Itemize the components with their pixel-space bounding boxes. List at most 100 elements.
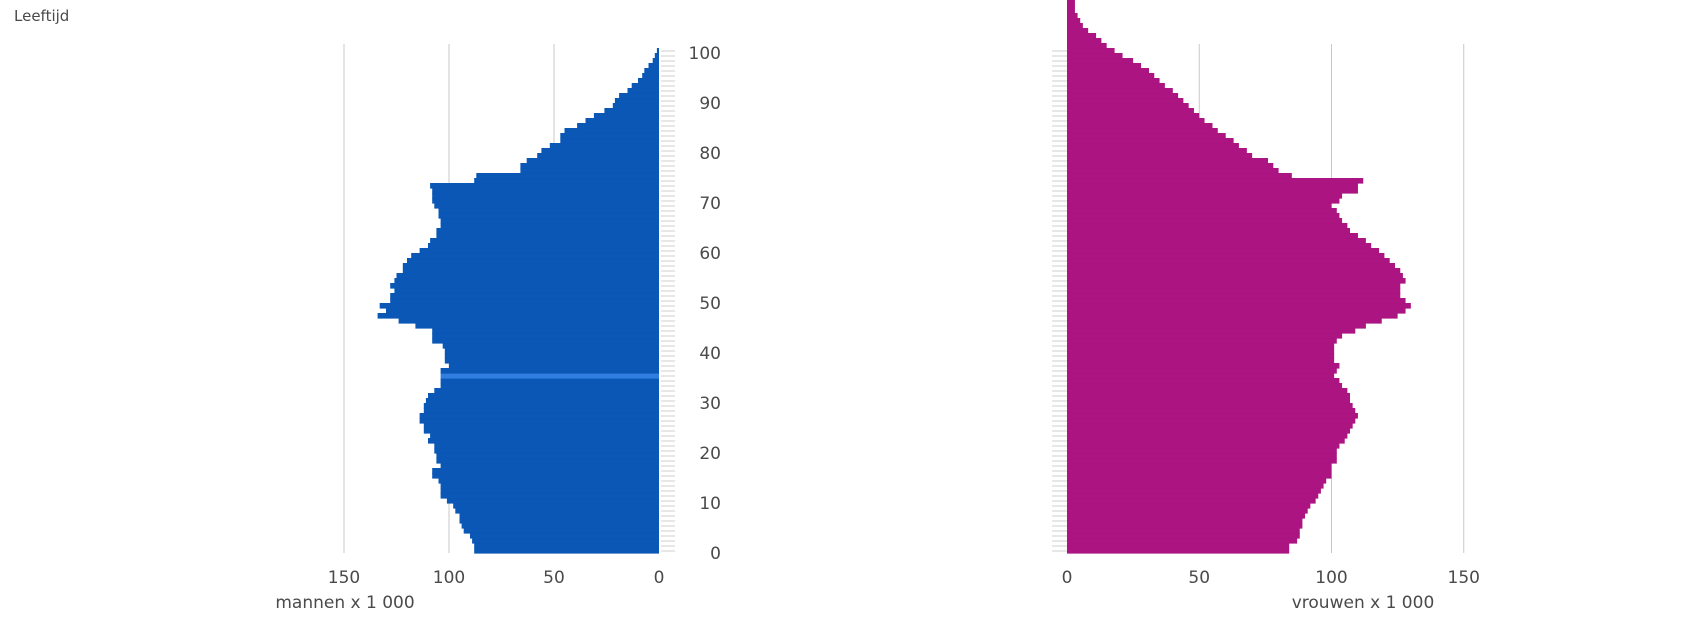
men-bar — [440, 373, 659, 379]
women-bar — [1067, 183, 1358, 189]
men-x-tick-label: 50 — [543, 568, 565, 588]
men-x-tick-label: 150 — [328, 568, 360, 588]
women-bar — [1067, 423, 1353, 429]
women-bar — [1067, 93, 1179, 99]
women-bar — [1067, 83, 1165, 89]
men-bar — [425, 398, 659, 404]
men-bar — [440, 463, 659, 469]
women-bars — [1067, 0, 1411, 554]
women-bar — [1067, 268, 1401, 274]
men-bar — [585, 118, 659, 124]
women-x-tick-label: 150 — [1448, 568, 1480, 588]
men-bar — [648, 63, 659, 69]
men-bar — [411, 253, 659, 259]
women-bar — [1067, 68, 1149, 74]
women-bar — [1067, 148, 1247, 154]
men-bar — [379, 303, 659, 309]
women-bar — [1067, 333, 1343, 339]
women-bar — [1067, 98, 1184, 104]
men-bar — [526, 158, 659, 164]
men-bar — [402, 263, 659, 269]
y-axis-label: Leeftijd — [14, 7, 69, 25]
women-bar — [1067, 118, 1205, 124]
men-bar — [419, 413, 659, 419]
men-bar — [459, 518, 659, 524]
women-bar — [1067, 523, 1303, 529]
men-bar — [470, 533, 659, 539]
men-bar — [438, 478, 659, 484]
women-bar — [1067, 313, 1398, 319]
men-bar — [459, 513, 659, 519]
men-x-axis-label: mannen x 1 000 — [275, 593, 414, 613]
age-tick-label: 70 — [699, 194, 721, 214]
women-bar — [1067, 308, 1406, 314]
women-bar — [1067, 353, 1335, 359]
men-bar — [394, 278, 659, 284]
men-bar — [434, 388, 659, 394]
women-bar — [1067, 358, 1335, 364]
men-bar — [440, 483, 659, 489]
men-bar — [428, 393, 659, 399]
men-bar — [619, 93, 659, 99]
women-bar — [1067, 213, 1340, 219]
women-bar — [1067, 38, 1102, 44]
women-bar — [1067, 303, 1411, 309]
women-bar — [1067, 278, 1406, 284]
women-bar — [1067, 48, 1115, 54]
men-bar — [407, 258, 659, 264]
men-bar — [438, 208, 659, 214]
men-bar — [432, 468, 659, 474]
women-bar — [1067, 73, 1155, 79]
men-bar — [440, 488, 659, 494]
women-bar — [1067, 198, 1340, 204]
women-bar — [1067, 108, 1194, 114]
women-bar — [1067, 403, 1353, 409]
men-bar — [430, 238, 659, 244]
men-x-tick-label: 0 — [654, 568, 665, 588]
women-bar — [1067, 53, 1123, 59]
men-bar — [423, 428, 659, 434]
women-bar — [1067, 258, 1390, 264]
men-bar — [537, 153, 659, 159]
men-bar — [461, 523, 659, 529]
women-bar — [1067, 103, 1189, 109]
women-bar — [1067, 463, 1332, 469]
women-bar — [1067, 58, 1134, 64]
age-tick-label: 0 — [710, 544, 721, 564]
men-bar — [423, 403, 659, 409]
men-bar — [463, 528, 659, 534]
women-bar — [1067, 318, 1382, 324]
women-bar — [1067, 123, 1213, 129]
age-axis: 0 10 20 30 40 50 60 70 80 90 100 — [661, 44, 1067, 564]
women-bar — [1067, 363, 1340, 369]
women-bar — [1067, 528, 1300, 534]
women-bar — [1067, 443, 1340, 449]
women-bar — [1067, 453, 1337, 459]
men-bar — [377, 313, 659, 319]
women-bar — [1067, 243, 1372, 249]
men-bar — [444, 353, 659, 359]
women-bar — [1067, 548, 1290, 554]
women-bar — [1067, 503, 1311, 509]
women-bar — [1067, 23, 1083, 29]
men-bar — [614, 98, 659, 104]
men-bar — [398, 318, 659, 324]
women-bar — [1067, 233, 1358, 239]
women-x-tick-label: 50 — [1188, 568, 1210, 588]
men-bar — [436, 458, 659, 464]
men-bar — [642, 73, 659, 79]
women-bar — [1067, 128, 1218, 134]
women-bar — [1067, 413, 1358, 419]
women-bar — [1067, 113, 1200, 119]
women-bar — [1067, 448, 1337, 454]
men-bar — [652, 58, 659, 64]
women-bar — [1067, 288, 1401, 294]
women-bar — [1067, 28, 1089, 34]
men-bar — [432, 193, 659, 199]
women-bar — [1067, 373, 1335, 379]
men-bar — [430, 183, 659, 189]
women-bar — [1067, 323, 1366, 329]
men-bar — [402, 268, 659, 274]
women-bar — [1067, 193, 1343, 199]
age-tick-label: 80 — [699, 144, 721, 164]
